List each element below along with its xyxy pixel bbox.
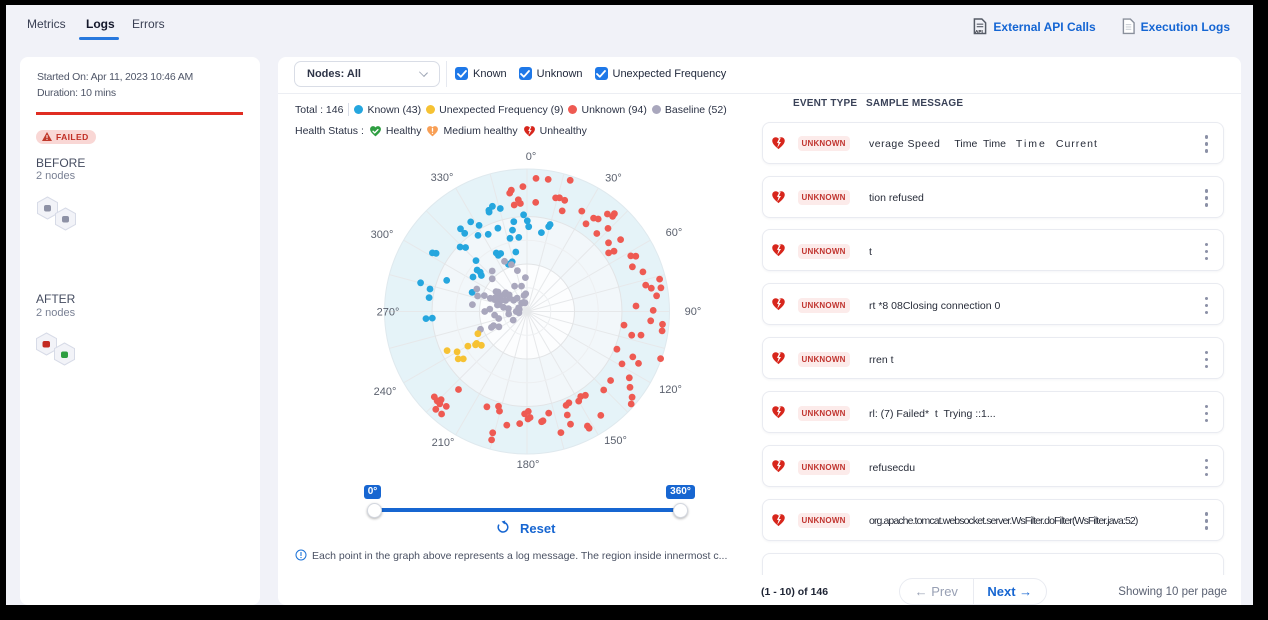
svg-text:300°: 300° — [371, 229, 394, 241]
svg-text:120°: 120° — [659, 384, 682, 396]
svg-text:270°: 270° — [377, 307, 400, 319]
svg-text:0°: 0° — [526, 151, 537, 163]
svg-text:210°: 210° — [432, 437, 455, 449]
svg-text:90°: 90° — [685, 306, 702, 318]
svg-text:330°: 330° — [431, 172, 454, 184]
svg-text:240°: 240° — [374, 386, 397, 398]
svg-text:150°: 150° — [604, 435, 627, 447]
svg-text:180°: 180° — [517, 459, 540, 471]
svg-text:API: API — [975, 29, 983, 34]
svg-text:60°: 60° — [666, 227, 683, 239]
svg-text:30°: 30° — [605, 173, 622, 185]
